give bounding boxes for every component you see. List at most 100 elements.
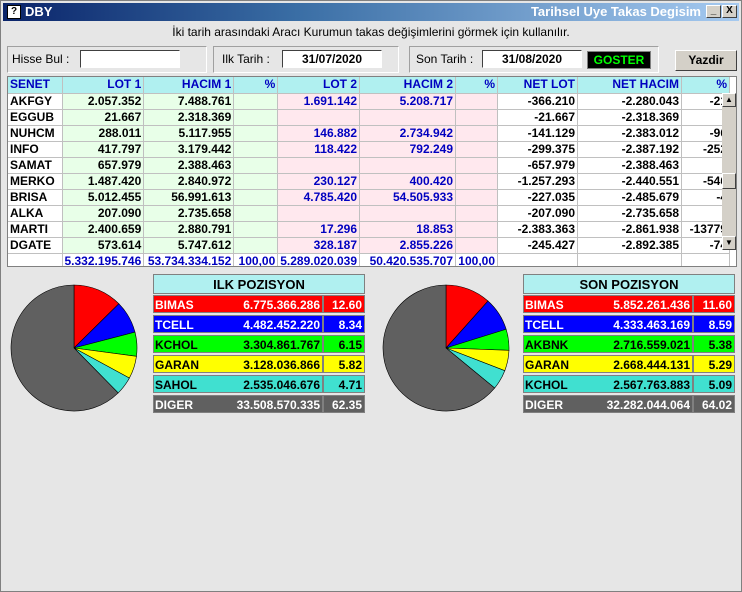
title-bar[interactable]: ? DBY Tarihsel Uye Takas Degisim _ X — [3, 3, 739, 21]
table-cell: -2.318.369 — [577, 109, 682, 126]
vertical-scrollbar[interactable]: ▲ ▼ — [722, 93, 736, 250]
table-cell: 328.187 — [277, 237, 360, 254]
table-cell: AKFGY — [8, 93, 63, 110]
table-cell: 207.090 — [62, 205, 145, 222]
table-row[interactable]: AKFGY 2.057.352 7.488.761 1.691.142 5.208.71… — [8, 93, 730, 110]
position-percent: 12.60 — [323, 295, 365, 313]
table-cell — [233, 93, 279, 110]
table-cell: 146.882 — [277, 125, 360, 142]
table-cell — [233, 205, 279, 222]
table-cell: 3.179.442 — [143, 141, 235, 158]
table-cell: 56.991.613 — [143, 189, 235, 206]
scroll-up-arrow-icon[interactable]: ▲ — [722, 93, 736, 107]
column-header[interactable]: HACIM 2 — [359, 77, 456, 94]
goster-button[interactable]: GOSTER — [587, 51, 651, 69]
column-header[interactable]: % — [681, 77, 730, 94]
table-row[interactable]: DGATE 573.614 5.747.612 328.187 2.855.226 -24… — [8, 237, 730, 254]
table-cell: -657.979 — [497, 157, 578, 174]
position-value: 6.775.366.286 — [153, 295, 323, 313]
position-percent: 5.29 — [693, 355, 735, 373]
table-cell — [359, 109, 456, 126]
table-cell — [455, 189, 498, 206]
table-row[interactable]: MERKO 1.487.420 2.840.972 230.127 400.420 -1.… — [8, 173, 730, 190]
table-cell: ALKA — [8, 205, 63, 222]
table-cell: 657.979 — [62, 157, 145, 174]
info-text: İki tarih arasındaki Aracı Kurumun takas… — [172, 25, 570, 39]
scroll-thumb[interactable] — [722, 173, 736, 189]
table-cell — [455, 93, 498, 110]
ilk-pozisyon-pie-chart — [10, 284, 138, 412]
son-tarih-group: Son Tarih : 31/08/2020 — [409, 46, 659, 73]
hisse-bul-input[interactable] — [80, 50, 180, 68]
column-header[interactable]: % — [455, 77, 498, 94]
table-cell — [681, 205, 730, 222]
ilk-tarih-group: Ilk Tarih : 31/07/2020 — [213, 46, 399, 73]
table-cell: 2.057.352 — [62, 93, 145, 110]
table-cell — [233, 189, 279, 206]
column-header[interactable]: SENET — [8, 77, 63, 94]
total-cell — [497, 253, 578, 266]
scroll-down-arrow-icon[interactable]: ▼ — [722, 236, 736, 250]
total-cell — [8, 253, 63, 266]
total-cell: 5.332.195.746 — [62, 253, 145, 266]
table-cell — [455, 141, 498, 158]
table-cell: 2.400.659 — [62, 221, 145, 238]
table-cell: 1.691.142 — [277, 93, 360, 110]
position-row: DIGER 32.282.044.064 64.02 — [523, 395, 735, 413]
column-header[interactable]: NET HACIM — [577, 77, 682, 94]
position-value: 4.333.463.169 — [523, 315, 693, 333]
table-row[interactable]: INFO 417.797 3.179.442 118.422 792.249 -299.3… — [8, 141, 730, 158]
column-header[interactable]: HACIM 1 — [143, 77, 235, 94]
column-header[interactable]: LOT 1 — [62, 77, 145, 94]
ilk-tarih-input[interactable]: 31/07/2020 — [282, 50, 382, 68]
yazdir-button[interactable]: Yazdir — [675, 50, 737, 71]
total-cell: 5.289.020.039 — [277, 253, 360, 266]
position-percent: 64.02 — [693, 395, 735, 413]
table-row[interactable]: SAMAT 657.979 2.388.463 -657.979 -2.388.463 — [8, 157, 730, 174]
table-cell: -2.280.043 — [577, 93, 682, 110]
minimize-button[interactable]: _ — [706, 5, 721, 18]
table-row[interactable]: BRISA 5.012.455 56.991.613 4.785.420 54.505.… — [8, 189, 730, 206]
close-button[interactable]: X — [722, 5, 737, 18]
table-cell: 54.505.933 — [359, 189, 456, 206]
column-header[interactable]: NET LOT — [497, 77, 578, 94]
position-row: SAHOL 2.535.046.676 4.71 — [153, 375, 365, 393]
son-tarih-input[interactable]: 31/08/2020 — [482, 50, 582, 68]
table-cell: SAMAT — [8, 157, 63, 174]
position-value: 32.282.044.064 — [523, 395, 693, 413]
column-header[interactable]: LOT 2 — [277, 77, 360, 94]
table-cell: 400.420 — [359, 173, 456, 190]
table-row[interactable]: NUHCM 288.011 5.117.955 146.882 2.734.942 -14… — [8, 125, 730, 142]
position-value: 3.304.861.767 — [153, 335, 323, 353]
total-cell — [577, 253, 682, 266]
table-cell: -366.210 — [497, 93, 578, 110]
table-cell — [233, 221, 279, 238]
table-cell: 2.734.942 — [359, 125, 456, 142]
table-cell — [277, 157, 360, 174]
table-cell: EGGUB — [8, 109, 63, 126]
position-row: TCELL 4.482.452.220 8.34 — [153, 315, 365, 333]
table-cell: -2.892.385 — [577, 237, 682, 254]
table-row[interactable]: MARTI 2.400.659 2.880.791 17.296 18.853 -2.38… — [8, 221, 730, 238]
position-row: GARAN 2.668.444.131 5.29 — [523, 355, 735, 373]
total-cell: 100,00 — [233, 253, 279, 266]
table-cell: -141.129 — [497, 125, 578, 142]
takas-table[interactable]: SENET LOT 1 HACIM 1% LOT 2 HACIM 2% NET LOT NE… — [7, 76, 737, 267]
table-cell: 2.318.369 — [143, 109, 235, 126]
table-cell — [455, 157, 498, 174]
hisse-bul-label: Hisse Bul : — [12, 52, 70, 66]
table-cell: -546 — [681, 173, 730, 190]
column-header[interactable]: % — [233, 77, 279, 94]
table-cell — [233, 125, 279, 142]
position-row: BIMAS 5.852.261.436 11.60 — [523, 295, 735, 313]
total-cell: 50.420.535.707 — [359, 253, 456, 266]
table-cell: -2.383.363 — [497, 221, 578, 238]
position-value: 2.668.444.131 — [523, 355, 693, 373]
table-row[interactable]: ALKA 207.090 2.735.658 -207.090 -2.735.658 — [8, 205, 730, 222]
position-value: 4.482.452.220 — [153, 315, 323, 333]
table-row[interactable]: EGGUB 21.667 2.318.369 -21.667 -2.318.369 — [8, 109, 730, 126]
table-cell: -227.035 — [497, 189, 578, 206]
position-row: KCHOL 2.567.763.883 5.09 — [523, 375, 735, 393]
hisse-bul-group: Hisse Bul : — [7, 46, 207, 73]
table-cell — [233, 237, 279, 254]
